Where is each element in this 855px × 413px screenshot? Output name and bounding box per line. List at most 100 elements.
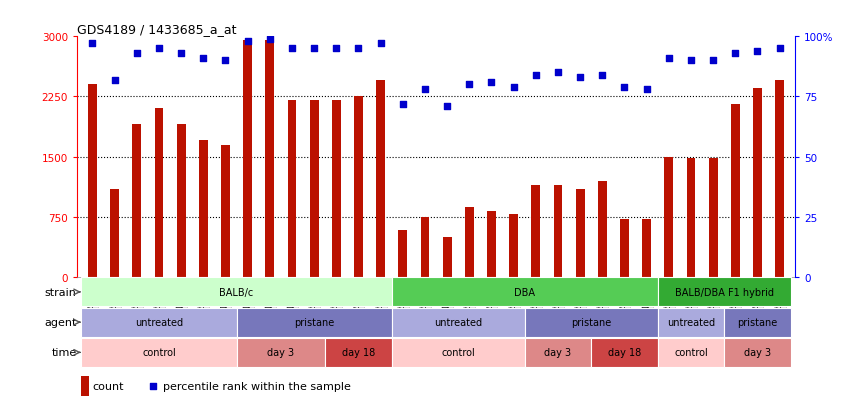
Point bbox=[595, 72, 609, 79]
Point bbox=[396, 101, 410, 108]
Text: day 3: day 3 bbox=[545, 347, 571, 358]
Bar bbox=[553, 185, 563, 277]
Bar bbox=[81, 308, 237, 337]
Bar bbox=[325, 338, 392, 367]
Text: strain: strain bbox=[44, 287, 76, 297]
Bar bbox=[525, 308, 657, 337]
Point bbox=[617, 84, 631, 91]
Point bbox=[574, 75, 587, 81]
Point bbox=[197, 55, 210, 62]
Bar bbox=[487, 211, 496, 277]
Point bbox=[241, 39, 255, 45]
Text: BALB/c: BALB/c bbox=[220, 287, 254, 297]
Point bbox=[108, 77, 121, 84]
Text: control: control bbox=[441, 347, 475, 358]
Bar bbox=[110, 189, 119, 277]
Point bbox=[507, 84, 521, 91]
Bar bbox=[657, 338, 724, 367]
Text: DBA: DBA bbox=[514, 287, 535, 297]
Text: day 3: day 3 bbox=[268, 347, 294, 358]
Bar bbox=[287, 101, 297, 277]
Point bbox=[684, 58, 698, 64]
Point bbox=[440, 103, 454, 110]
Text: pristane: pristane bbox=[737, 317, 777, 328]
Bar bbox=[354, 97, 363, 277]
Bar bbox=[88, 85, 97, 277]
Text: count: count bbox=[92, 381, 124, 391]
Text: percentile rank within the sample: percentile rank within the sample bbox=[163, 381, 351, 391]
Point bbox=[86, 41, 99, 47]
Point bbox=[174, 51, 188, 57]
Bar bbox=[525, 338, 591, 367]
Text: pristane: pristane bbox=[294, 317, 334, 328]
Point bbox=[146, 383, 160, 389]
Point bbox=[418, 87, 432, 93]
Bar bbox=[775, 81, 784, 277]
Point bbox=[374, 41, 387, 47]
Bar bbox=[199, 141, 208, 277]
Bar bbox=[465, 208, 474, 277]
Bar bbox=[709, 159, 717, 277]
Point bbox=[329, 46, 343, 52]
Bar bbox=[657, 278, 791, 307]
Point bbox=[130, 51, 144, 57]
Point bbox=[463, 82, 476, 88]
Bar bbox=[620, 220, 629, 277]
Point bbox=[307, 46, 321, 52]
Point bbox=[219, 58, 233, 64]
Bar bbox=[237, 338, 325, 367]
Text: control: control bbox=[674, 347, 708, 358]
Bar bbox=[642, 220, 651, 277]
Bar bbox=[687, 159, 695, 277]
Bar bbox=[731, 105, 740, 277]
Text: GDS4189 / 1433685_a_at: GDS4189 / 1433685_a_at bbox=[77, 23, 237, 36]
Bar bbox=[575, 189, 585, 277]
Text: agent: agent bbox=[44, 317, 76, 328]
Bar bbox=[392, 338, 525, 367]
Bar bbox=[133, 125, 141, 277]
Bar bbox=[421, 217, 429, 277]
Point bbox=[285, 46, 298, 52]
Text: untreated: untreated bbox=[667, 317, 715, 328]
Text: day 3: day 3 bbox=[744, 347, 771, 358]
Point bbox=[263, 36, 277, 43]
Point bbox=[640, 87, 653, 93]
Bar bbox=[221, 145, 230, 277]
Bar bbox=[598, 181, 607, 277]
Bar bbox=[392, 308, 525, 337]
Bar bbox=[591, 338, 657, 367]
Bar bbox=[155, 109, 163, 277]
Point bbox=[551, 70, 565, 76]
Bar bbox=[531, 185, 540, 277]
Text: day 18: day 18 bbox=[608, 347, 641, 358]
Bar bbox=[81, 338, 237, 367]
Point bbox=[485, 79, 498, 86]
Text: time: time bbox=[51, 347, 76, 358]
Text: untreated: untreated bbox=[434, 317, 482, 328]
Text: day 18: day 18 bbox=[342, 347, 375, 358]
Bar bbox=[443, 237, 451, 277]
Bar bbox=[265, 41, 274, 277]
Bar bbox=[753, 89, 762, 277]
Bar bbox=[80, 376, 89, 396]
Point bbox=[529, 72, 543, 79]
Text: untreated: untreated bbox=[135, 317, 183, 328]
Text: pristane: pristane bbox=[571, 317, 611, 328]
Bar bbox=[376, 81, 385, 277]
Bar bbox=[657, 308, 724, 337]
Bar bbox=[237, 308, 392, 337]
Bar bbox=[81, 278, 392, 307]
Text: control: control bbox=[142, 347, 176, 358]
Bar bbox=[398, 231, 407, 277]
Bar bbox=[310, 101, 319, 277]
Point bbox=[773, 46, 787, 52]
Point bbox=[662, 55, 675, 62]
Bar bbox=[392, 278, 657, 307]
Text: BALB/DBA F1 hybrid: BALB/DBA F1 hybrid bbox=[675, 287, 774, 297]
Bar bbox=[724, 308, 791, 337]
Point bbox=[751, 48, 764, 55]
Point bbox=[706, 58, 720, 64]
Bar bbox=[177, 125, 186, 277]
Bar bbox=[724, 338, 791, 367]
Bar bbox=[664, 157, 673, 277]
